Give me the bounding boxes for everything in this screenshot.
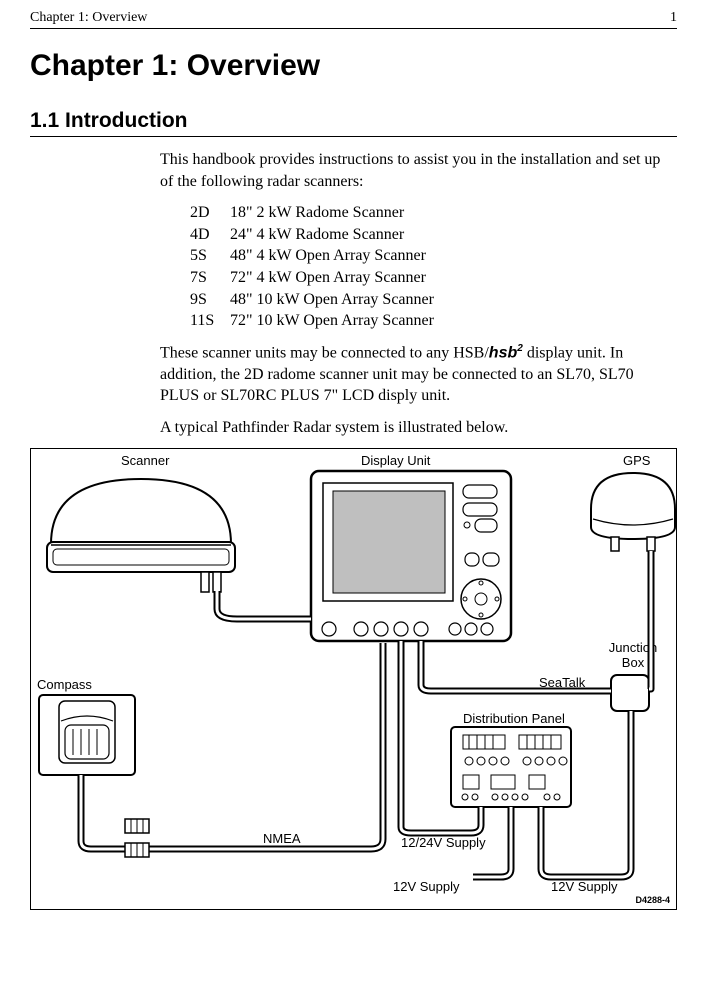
scanner-desc: 24" 4 kW Radome Scanner <box>230 224 404 246</box>
gps-icon <box>591 473 675 551</box>
list-item: 5S 48" 4 kW Open Array Scanner <box>190 245 677 267</box>
junction-box-icon <box>611 675 649 711</box>
list-item: 9S 48" 10 kW Open Array Scanner <box>190 289 677 311</box>
hsb-text: hsb <box>489 344 517 361</box>
scanner-code: 9S <box>190 289 230 311</box>
list-item: 2D 18" 2 kW Radome Scanner <box>190 202 677 224</box>
scanner-code: 11S <box>190 310 230 332</box>
distribution-panel-icon <box>451 727 571 807</box>
scanner-list: 2D 18" 2 kW Radome Scanner 4D 24" 4 kW R… <box>190 202 677 332</box>
scanner-code: 2D <box>190 202 230 224</box>
scanner-code: 5S <box>190 245 230 267</box>
display-unit-icon <box>311 471 511 641</box>
compass-icon <box>39 695 135 775</box>
running-header-left: Chapter 1: Overview <box>30 10 147 26</box>
scanner-code: 4D <box>190 224 230 246</box>
scanner-icon <box>47 479 235 592</box>
scanner-desc: 72" 4 kW Open Array Scanner <box>230 267 426 289</box>
intro-paragraph-3: A typical Pathfinder Radar system is ill… <box>160 417 667 439</box>
intro-paragraph-2: These scanner units may be connected to … <box>160 342 667 407</box>
diagram-svg <box>31 449 676 909</box>
list-item: 4D 24" 4 kW Radome Scanner <box>190 224 677 246</box>
scanner-code: 7S <box>190 267 230 289</box>
para2a: These scanner units may be connected to … <box>160 344 489 361</box>
system-diagram: Scanner Display Unit GPS Compass SeaTalk… <box>30 448 677 910</box>
scanner-desc: 48" 10 kW Open Array Scanner <box>230 289 434 311</box>
section-title: 1.1 Introduction <box>30 109 677 137</box>
intro-paragraph-1: This handbook provides instructions to a… <box>160 149 667 192</box>
scanner-desc: 18" 2 kW Radome Scanner <box>230 202 404 224</box>
running-header-right: 1 <box>670 10 677 26</box>
chapter-title: Chapter 1: Overview <box>30 49 677 83</box>
list-item: 7S 72" 4 kW Open Array Scanner <box>190 267 677 289</box>
list-item: 11S 72" 10 kW Open Array Scanner <box>190 310 677 332</box>
running-header: Chapter 1: Overview 1 <box>30 10 677 29</box>
scanner-desc: 72" 10 kW Open Array Scanner <box>230 310 434 332</box>
scanner-desc: 48" 4 kW Open Array Scanner <box>230 245 426 267</box>
